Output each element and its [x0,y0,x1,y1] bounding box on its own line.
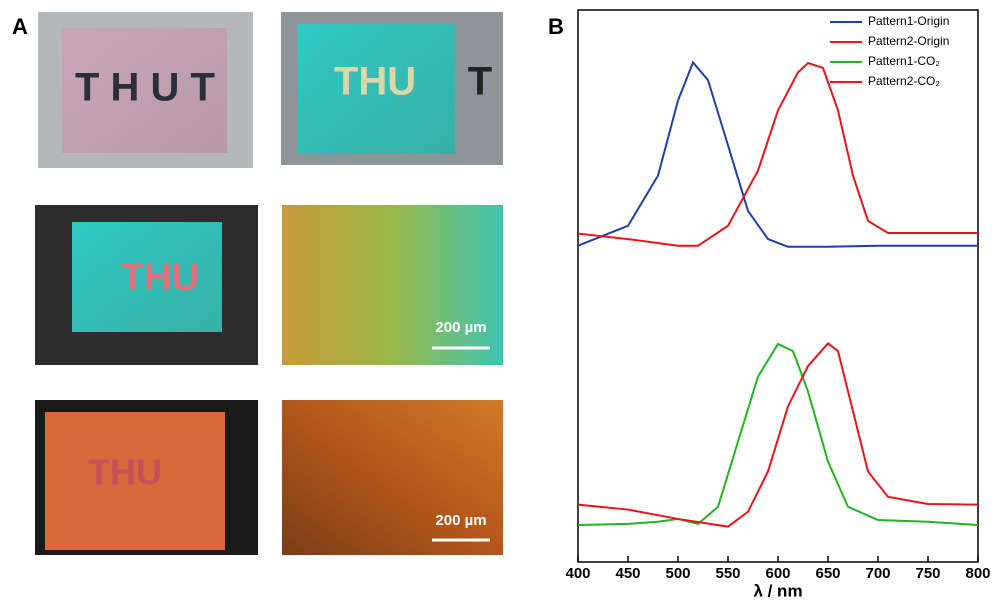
x-axis-label: λ / nm [753,581,802,600]
photo-letters: T [468,60,492,104]
x-tick-label: 650 [815,565,840,582]
scale-label: 200 µm [435,512,486,529]
x-tick-label: 450 [615,565,640,582]
x-tick-label: 400 [565,565,590,582]
x-tick-label: 750 [915,565,940,582]
series-line [577,60,978,248]
film [297,24,455,154]
scale-label: 200 µm [435,319,486,336]
photo-letters: THU [121,257,199,299]
panel-label: B [548,14,564,39]
series-line [577,342,979,527]
x-tick-label: 700 [865,565,890,582]
legend-label: Pattern2-Origin [868,34,949,48]
film [62,28,227,153]
micrograph [282,205,503,365]
legend-label: Pattern1-CO₂ [868,54,940,68]
x-tick-label: 500 [665,565,690,582]
series-line [577,342,979,528]
photo-letters: THU [334,60,416,104]
photo-letters: T H U T [75,66,215,110]
panel-label: A [12,14,28,39]
x-tick-label: 600 [765,565,790,582]
series-line [577,61,978,247]
film [45,412,225,550]
micrograph [282,400,503,555]
x-tick-label: 800 [965,565,990,582]
plot-frame [577,9,979,563]
legend-label: Pattern1-Origin [868,14,949,28]
film [72,222,222,332]
photo-letters: THU [88,452,162,493]
legend-label: Pattern2-CO₂ [868,74,940,88]
x-tick-label: 550 [715,565,740,582]
